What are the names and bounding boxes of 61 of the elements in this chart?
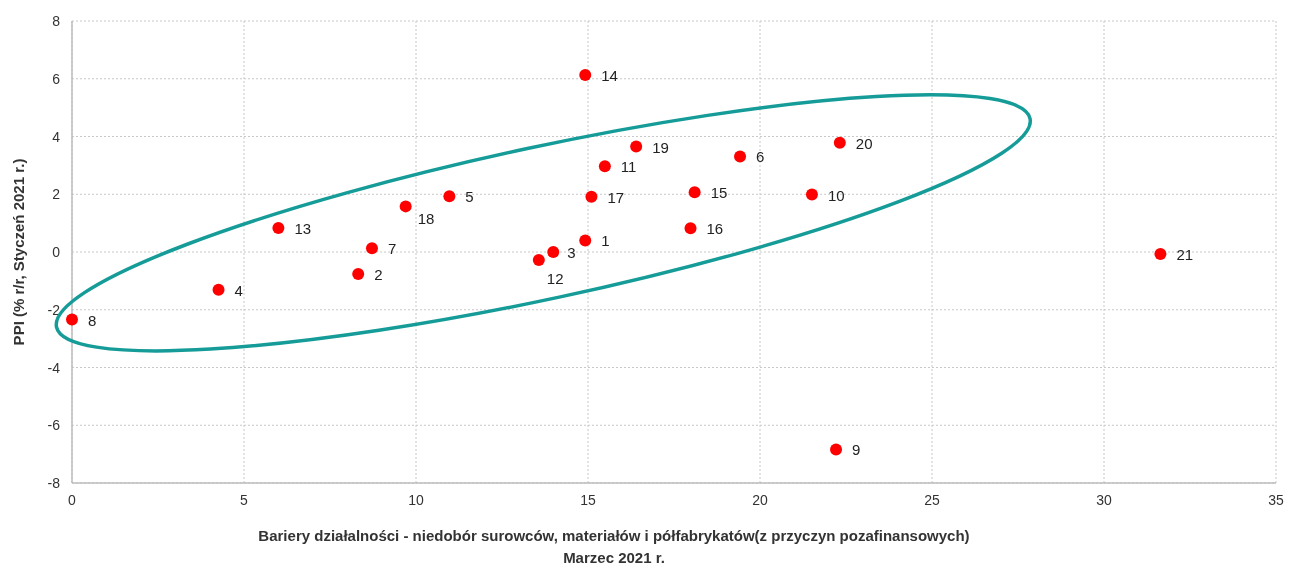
point — [352, 267, 365, 280]
annotation: 19 — [652, 138, 669, 156]
y-tick-label: 6 — [52, 70, 61, 87]
annotation: 13 — [294, 220, 312, 237]
x-tick-label: 15 — [580, 492, 596, 508]
y-tick-label: 8 — [52, 13, 61, 29]
point — [443, 190, 456, 203]
annotation: 3 — [567, 243, 576, 261]
annotation: 20 — [855, 134, 873, 152]
annotation: 14 — [601, 66, 618, 84]
x-tick-label: 35 — [1268, 492, 1284, 508]
point — [598, 160, 611, 173]
annotation: 15 — [710, 184, 728, 202]
y-tick-label: 0 — [52, 244, 61, 260]
x-tick-label: 25 — [924, 492, 940, 508]
annotation: 6 — [756, 148, 765, 166]
point — [684, 222, 697, 235]
point — [66, 313, 78, 326]
y-tick-label: -8 — [47, 475, 61, 491]
annotation: 16 — [706, 220, 724, 238]
y-tick-label: 4 — [52, 128, 61, 145]
y-tick-label: -2 — [47, 301, 61, 318]
point — [830, 443, 843, 456]
y-tick-label: -4 — [47, 359, 61, 376]
annotation: 18 — [417, 210, 435, 228]
y-tick-label: -6 — [47, 417, 61, 434]
annotation: 21 — [1176, 245, 1194, 263]
point — [579, 69, 592, 81]
x-tick-label: 10 — [408, 492, 424, 508]
point — [272, 222, 285, 235]
annotation: 10 — [827, 186, 845, 204]
annotation: 8 — [88, 311, 97, 329]
annotation: 12 — [546, 270, 564, 288]
annotation: 9 — [852, 441, 861, 459]
point — [365, 242, 378, 255]
point — [399, 200, 412, 213]
annotation: 5 — [465, 188, 474, 206]
annotation: 11 — [620, 158, 637, 176]
annotation: 2 — [374, 265, 383, 283]
annotation: 7 — [387, 240, 397, 258]
annotation: 17 — [607, 188, 625, 206]
y-tick-label: 2 — [52, 186, 61, 203]
point — [585, 190, 598, 203]
x-tick-label: 0 — [68, 492, 77, 508]
point — [630, 140, 643, 153]
x-tick-label: 30 — [1096, 492, 1112, 508]
point — [1154, 248, 1167, 261]
annotation: 4 — [234, 281, 243, 299]
point — [547, 246, 560, 258]
point — [579, 234, 592, 247]
point — [532, 254, 545, 267]
annotation: 1 — [601, 232, 610, 250]
point — [688, 186, 701, 199]
point — [833, 136, 846, 149]
x-tick-label: 5 — [240, 492, 249, 508]
y-axis-title: PPI (% r/r, Styczeń 2021 r.) — [10, 158, 27, 346]
point — [212, 283, 225, 296]
x-axis-title: Bariery działalności - niedobór surowców, materiałów i półfabrykatów(z przyczyn pozafinansowych) Marzec 2021 r. — [258, 527, 970, 566]
point — [805, 188, 818, 201]
x-tick-label: 20 — [752, 492, 768, 508]
point — [734, 150, 747, 163]
